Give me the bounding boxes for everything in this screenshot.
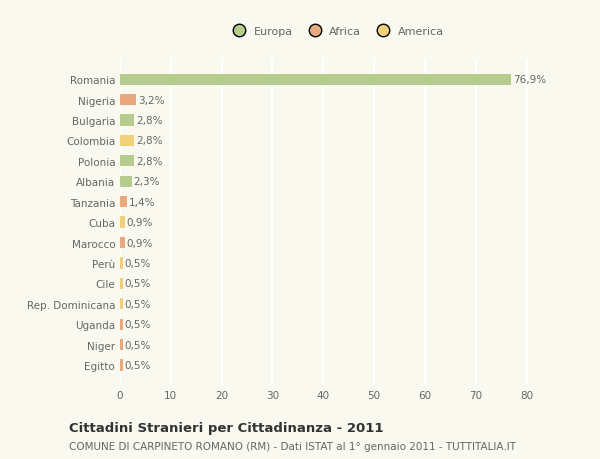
Text: 2,3%: 2,3% — [134, 177, 160, 187]
Bar — [120, 176, 131, 187]
Bar — [120, 196, 127, 208]
Text: 0,9%: 0,9% — [127, 238, 153, 248]
Bar — [120, 278, 122, 289]
Text: Cittadini Stranieri per Cittadinanza - 2011: Cittadini Stranieri per Cittadinanza - 2… — [69, 421, 383, 434]
Bar — [120, 319, 122, 330]
Text: 2,8%: 2,8% — [136, 157, 163, 167]
Text: 2,8%: 2,8% — [136, 136, 163, 146]
Bar — [120, 115, 134, 126]
Text: 0,5%: 0,5% — [125, 360, 151, 370]
Text: 2,8%: 2,8% — [136, 116, 163, 126]
Text: 0,5%: 0,5% — [125, 299, 151, 309]
Bar — [120, 258, 122, 269]
Bar — [120, 156, 134, 167]
Bar — [120, 95, 136, 106]
Text: 76,9%: 76,9% — [513, 75, 546, 85]
Bar — [120, 339, 122, 350]
Text: 0,5%: 0,5% — [125, 258, 151, 269]
Bar — [120, 237, 125, 249]
Bar — [120, 217, 125, 228]
Bar — [120, 298, 122, 310]
Text: 0,5%: 0,5% — [125, 340, 151, 350]
Text: 0,5%: 0,5% — [125, 279, 151, 289]
Bar — [120, 359, 122, 371]
Text: 0,9%: 0,9% — [127, 218, 153, 228]
Text: COMUNE DI CARPINETO ROMANO (RM) - Dati ISTAT al 1° gennaio 2011 - TUTTITALIA.IT: COMUNE DI CARPINETO ROMANO (RM) - Dati I… — [69, 441, 516, 451]
Text: 3,2%: 3,2% — [138, 95, 165, 106]
Legend: Europa, Africa, America: Europa, Africa, America — [223, 23, 449, 42]
Text: 1,4%: 1,4% — [129, 197, 155, 207]
Text: 0,5%: 0,5% — [125, 319, 151, 330]
Bar — [120, 135, 134, 147]
Bar — [120, 74, 511, 86]
